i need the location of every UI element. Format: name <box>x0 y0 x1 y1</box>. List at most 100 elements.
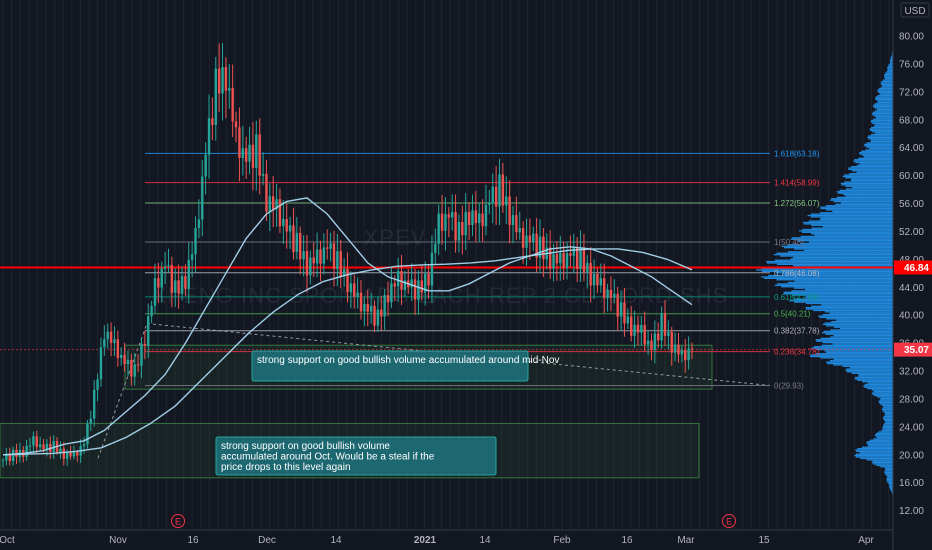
volume-bar <box>880 466 893 468</box>
candle-body <box>548 247 552 269</box>
candle-body <box>315 249 319 264</box>
volume-bar <box>864 386 893 388</box>
volume-bar <box>793 298 893 300</box>
candle-body <box>565 253 569 269</box>
candle-body <box>150 306 153 317</box>
earnings-marker-label: E <box>175 517 181 527</box>
candle-body <box>302 251 305 260</box>
volume-bar <box>823 330 893 333</box>
volume-bar <box>819 219 893 221</box>
candle-body <box>271 196 275 210</box>
volume-bar <box>876 432 893 434</box>
volume-bar <box>805 302 893 305</box>
volume-bar <box>839 189 893 192</box>
candle-body <box>163 266 167 269</box>
volume-bar <box>780 255 893 257</box>
candle-body <box>609 289 613 298</box>
candle-body <box>285 219 288 232</box>
volume-bar <box>891 52 893 55</box>
volume-bar <box>821 304 893 306</box>
volume-bar <box>890 57 893 59</box>
volume-bar <box>777 263 893 266</box>
candle-body <box>214 68 217 125</box>
moving-averages <box>2 197 693 456</box>
volume-bar <box>840 182 893 185</box>
candle-body <box>413 279 417 300</box>
candle-body <box>464 211 467 236</box>
volume-bar <box>889 487 893 489</box>
volume-bar <box>864 145 893 147</box>
volume-bar <box>773 253 893 256</box>
volume-bar <box>843 193 893 196</box>
volume-bar <box>826 351 893 353</box>
time-axis[interactable]: Oct Nov 16 Dec 14 2021 14 Feb 16 Mar 15 Apr <box>0 529 893 546</box>
volume-bar <box>876 464 893 467</box>
volume-bar <box>854 159 893 161</box>
candle-body <box>160 268 163 288</box>
candle-body <box>204 154 207 177</box>
volume-bar <box>884 78 893 80</box>
volume-bar <box>867 441 893 443</box>
candle-body <box>511 215 515 226</box>
x-tick-label: Dec <box>258 535 276 546</box>
volume-bar <box>851 372 893 374</box>
volume-bar <box>863 156 893 158</box>
volume-bar <box>878 87 893 90</box>
annotations[interactable]: strong support on good bullish volume ac… <box>215 350 559 476</box>
candle-body <box>190 254 194 260</box>
candle-body <box>390 283 393 303</box>
volume-bar <box>862 154 893 157</box>
fib-level-label: 1.272(56.07) <box>774 199 820 208</box>
volume-bar <box>873 125 893 127</box>
volume-bar <box>822 323 893 326</box>
candle-body <box>535 233 538 258</box>
volume-bar <box>820 337 893 340</box>
candle-body <box>396 271 400 287</box>
volume-bar <box>880 83 893 85</box>
volume-bar <box>821 344 893 347</box>
volume-bar <box>835 203 893 206</box>
volume-bar <box>790 238 893 240</box>
volume-bar <box>863 385 893 387</box>
currency-badge[interactable]: USD <box>900 2 930 18</box>
volume-bar <box>868 135 893 137</box>
volume-bar <box>881 408 893 411</box>
volume-bar <box>866 442 893 444</box>
volume-bar <box>809 354 893 356</box>
candle-body <box>559 253 562 264</box>
price-labels: 46.84 35.07 <box>894 260 932 357</box>
volume-bar <box>803 223 893 225</box>
fib-level-label: 1.618(63.18) <box>774 149 820 158</box>
y-tick-label: 80.00 <box>899 32 924 43</box>
volume-bar <box>833 200 893 203</box>
candle-body <box>116 339 120 359</box>
horizontal-line[interactable] <box>0 266 893 351</box>
y-tick-label: 64.00 <box>899 143 924 154</box>
volume-bar <box>887 475 893 478</box>
volume-bar <box>881 404 893 407</box>
candle-body <box>349 283 353 293</box>
volume-bar <box>824 350 893 352</box>
y-tick-label: 72.00 <box>899 87 924 98</box>
moving-average-fast <box>2 197 693 456</box>
volume-bar <box>877 108 893 111</box>
volume-bar <box>816 340 893 342</box>
candle-body <box>319 249 322 264</box>
candle-body <box>136 364 140 366</box>
volume-bar <box>787 251 893 253</box>
volume-bar <box>884 73 893 76</box>
volume-bar <box>871 389 893 391</box>
candle-body <box>613 293 616 298</box>
candle-body <box>376 309 380 326</box>
volume-bar <box>874 132 893 134</box>
volume-bar <box>824 322 893 324</box>
volume-profile <box>756 51 893 496</box>
candle-body <box>201 176 204 220</box>
volume-bar <box>794 248 893 250</box>
moving-average-slow <box>2 248 693 456</box>
volume-bar <box>882 407 893 409</box>
watermark-ticker: XPEV <box>364 225 427 250</box>
volume-bar <box>875 97 893 99</box>
